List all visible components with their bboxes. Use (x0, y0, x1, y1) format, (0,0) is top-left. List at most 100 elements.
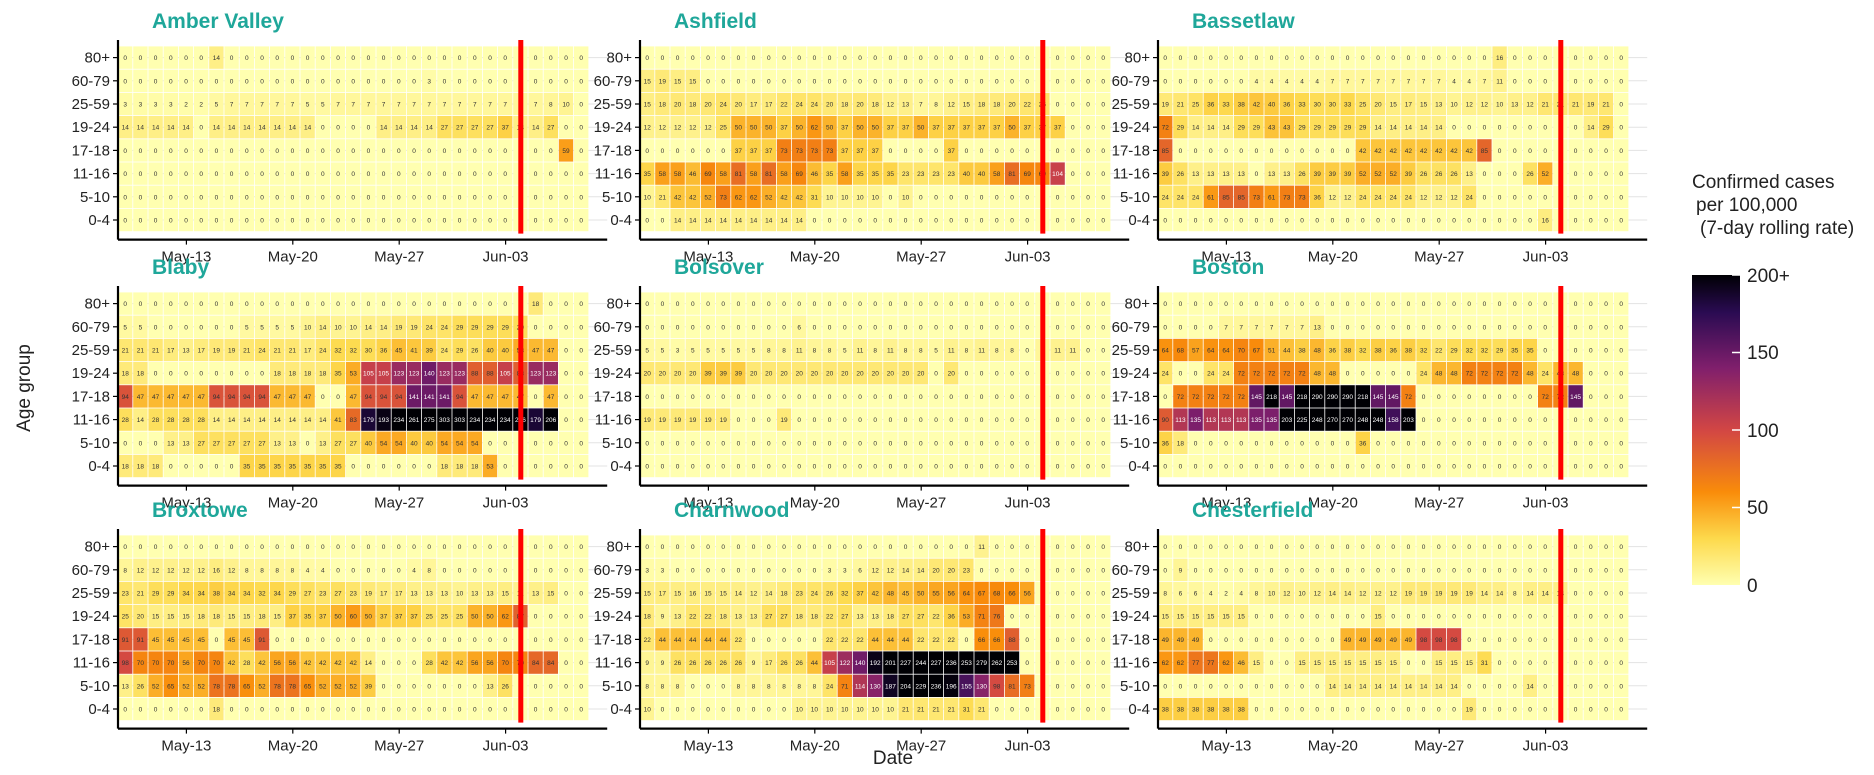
cell-label: 14 (1405, 125, 1413, 132)
cell-label: 15 (644, 591, 652, 598)
heatmap-cell (761, 208, 776, 232)
cell-label: 18 (213, 707, 221, 714)
cell-label: 0 (721, 464, 725, 471)
cell-label: 46 (811, 171, 819, 178)
heatmap-cell (1598, 69, 1614, 92)
y-tick-label: 80+ (85, 296, 111, 313)
heatmap-cell (1203, 139, 1218, 162)
cell-label: 0 (889, 440, 893, 447)
heatmap-cell (148, 385, 163, 408)
cell-label: 7 (1300, 324, 1304, 331)
cell-label: 26 (704, 660, 712, 667)
cell-label: 0 (534, 218, 538, 225)
cell-label: 18 (319, 371, 327, 378)
cell-label: 42 (1405, 148, 1413, 155)
cell-label: 0 (1498, 194, 1502, 201)
cell-label: 203 (1281, 417, 1292, 424)
heatmap-cell (655, 46, 670, 69)
cell-label: 0 (1513, 544, 1517, 551)
cell-label: 10 (826, 707, 834, 714)
heatmap-cell (574, 385, 589, 408)
heatmap-cell (498, 292, 513, 315)
cell-label: 38 (1177, 707, 1185, 714)
cell-label: 24 (1222, 371, 1230, 378)
cell-label: 201 (885, 660, 896, 667)
y-axis-label: Age group (14, 344, 35, 432)
cell-label: 0 (1528, 614, 1532, 621)
cell-label: 18 (659, 102, 667, 109)
cell-label: 7 (382, 102, 386, 109)
heatmap-cell (133, 208, 148, 232)
heatmap-cell (376, 408, 391, 431)
cell-label: 14 (1192, 125, 1200, 132)
heatmap-cell (1568, 69, 1583, 92)
cell-label: 0 (1467, 683, 1471, 690)
cell-label: 8 (934, 102, 938, 109)
cell-label: 78 (213, 683, 221, 690)
cell-label: 25 (441, 614, 449, 621)
heatmap-cell (209, 185, 224, 208)
heatmap-cell (346, 315, 361, 338)
cell-label: 0 (1194, 544, 1198, 551)
x-tick-label: Jun-03 (1005, 738, 1051, 755)
cell-label: 0 (1255, 218, 1259, 225)
cell-label: 0 (199, 78, 203, 85)
heatmap-cell (1538, 139, 1553, 162)
cell-label: 7 (1437, 78, 1441, 85)
cell-label: 19 (720, 417, 728, 424)
cell-label: 42 (350, 660, 358, 667)
cell-label: 19 (228, 348, 236, 355)
cell-label: 0 (904, 78, 908, 85)
heatmap-cell (1294, 139, 1310, 162)
cell-label: 0 (949, 417, 953, 424)
cell-label: 0 (873, 301, 877, 308)
heatmap-cell (528, 69, 543, 92)
y-tick-label: 0-4 (88, 458, 110, 475)
heatmap-cell (528, 92, 543, 116)
heatmap-cell (1234, 46, 1249, 69)
cell-label: 72 (1238, 394, 1246, 401)
heatmap-cell (807, 69, 822, 92)
heatmap-cell (361, 338, 376, 362)
cell-label: 90 (1162, 417, 1170, 424)
cell-label: 0 (1589, 78, 1593, 85)
cell-label: 10 (796, 707, 804, 714)
cell-label: 0 (1452, 394, 1456, 401)
cell-label: 0 (1589, 417, 1593, 424)
heatmap-cell (239, 139, 254, 162)
cell-label: 37 (978, 125, 986, 132)
cell-label: 45 (228, 637, 236, 644)
heatmap-cell (346, 92, 361, 116)
cell-label: 19 (1466, 591, 1474, 598)
cell-label: 0 (691, 707, 695, 714)
y-tick-label: 5-10 (602, 189, 632, 206)
cell-label: 0 (1315, 218, 1319, 225)
heatmap-cell (883, 185, 898, 208)
y-tick-label: 5-10 (1120, 678, 1150, 695)
cell-label: 0 (291, 55, 295, 62)
cell-label: 91 (122, 637, 130, 644)
cell-label: 14 (1405, 683, 1413, 690)
cell-label: 0 (1239, 78, 1243, 85)
heatmap-cell (1340, 46, 1355, 69)
panel-title: Bolsover (674, 256, 764, 279)
cell-label: 0 (397, 683, 401, 690)
heatmap-cell (391, 69, 406, 92)
heatmap-cell (452, 92, 467, 116)
cell-label: 12 (887, 567, 895, 574)
heatmap-cell (528, 292, 543, 315)
cell-label: 14 (674, 218, 682, 225)
cell-label: 20 (644, 371, 652, 378)
cell-label: 8 (245, 567, 249, 574)
cell-label: 5 (321, 102, 325, 109)
cell-label: 0 (904, 440, 908, 447)
heatmap-cell (1188, 69, 1203, 92)
x-tick-label: Jun-03 (1005, 249, 1051, 266)
y-tick-label: 11-16 (595, 655, 632, 672)
heatmap-cell (670, 162, 685, 185)
heatmap-cell (1080, 162, 1096, 185)
heatmap-cell (300, 408, 315, 431)
cell-label: 0 (949, 324, 953, 331)
cell-label: 22 (826, 637, 834, 644)
